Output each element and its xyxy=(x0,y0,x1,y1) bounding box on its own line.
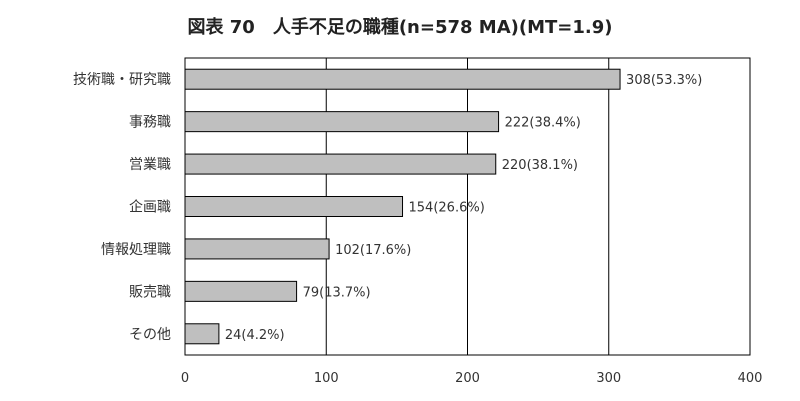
x-tick-label-0: 0 xyxy=(181,371,189,386)
category-label-4: 企画職 xyxy=(129,199,171,216)
chart-title: 図表 70 人手不足の職種(n=578 MA)(MT=1.9) xyxy=(188,16,613,38)
data-label-1: 308(53.3%) xyxy=(626,73,702,88)
bar-4 xyxy=(184,196,404,217)
data-label-5: 102(17.6%) xyxy=(335,243,411,258)
bar-6 xyxy=(184,280,298,302)
plot-area: 0 100 200 300 400 技術職・研究職 308(53.3%) 事務職 222(38.… xyxy=(73,57,763,386)
bar-5 xyxy=(184,238,330,260)
data-label-2: 222(38.4%) xyxy=(505,116,581,131)
bar-3 xyxy=(184,153,497,175)
x-tick-label-200: 200 xyxy=(455,371,480,386)
category-label-7: その他 xyxy=(129,327,171,343)
x-tick-label-400: 400 xyxy=(738,371,763,386)
category-label-1: 技術職・研究職 xyxy=(73,72,171,88)
x-tick-label-300: 300 xyxy=(596,371,621,386)
data-label-3: 220(38.1%) xyxy=(502,158,578,173)
category-label-2: 事務職 xyxy=(129,115,171,131)
bar-2 xyxy=(184,111,500,133)
bar-1 xyxy=(184,68,621,90)
category-label-5: 情報処理職 xyxy=(101,242,171,258)
data-label-4: 154(26.6%) xyxy=(409,201,485,216)
bar-7 xyxy=(184,323,220,345)
category-label-3: 営業職 xyxy=(129,157,171,173)
x-tick-label-100: 100 xyxy=(314,371,339,386)
category-label-6: 販売職 xyxy=(129,284,171,300)
data-label-6: 79(13.7%) xyxy=(303,285,371,300)
data-label-7: 24(4.2%) xyxy=(225,328,285,343)
